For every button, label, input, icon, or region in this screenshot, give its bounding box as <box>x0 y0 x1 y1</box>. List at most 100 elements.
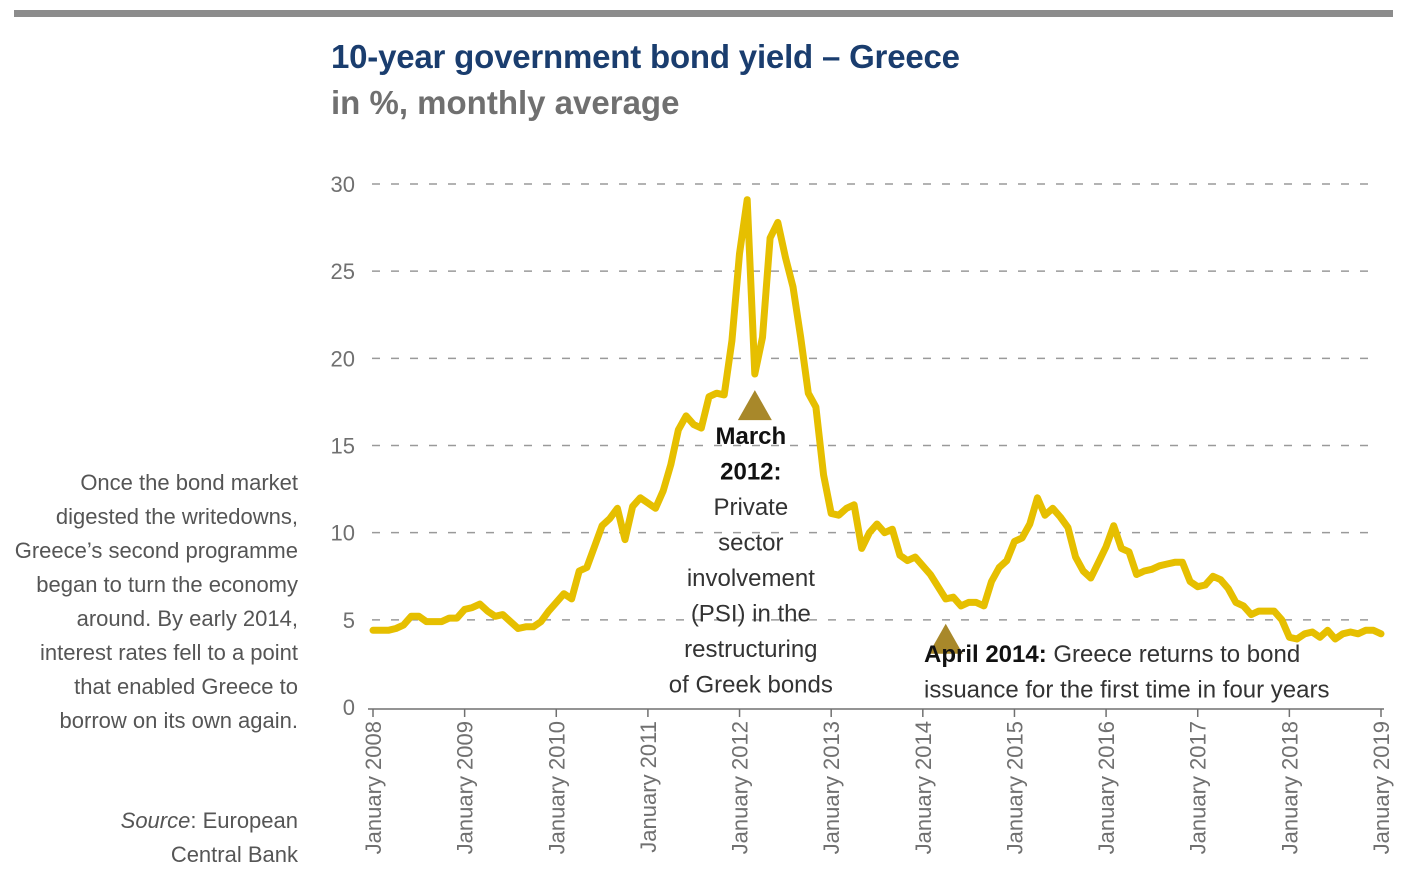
data-point <box>828 511 834 516</box>
data-point <box>1202 582 1208 588</box>
data-point <box>1157 563 1162 569</box>
y-tick-label-10: 10 <box>331 521 355 546</box>
data-point <box>1057 514 1063 520</box>
data-point <box>836 512 842 518</box>
data-point <box>821 472 827 478</box>
data-point <box>1042 512 1048 518</box>
data-point <box>614 505 620 511</box>
data-point <box>874 521 880 527</box>
data-point <box>813 404 819 410</box>
y-gridlines <box>372 183 1372 621</box>
source-note: Source: European Central Bank <box>60 804 298 872</box>
data-point <box>989 579 994 584</box>
annotations: March 2012: Private sector involvement (PSI) … <box>669 390 1330 704</box>
data-point <box>775 219 781 225</box>
data-point <box>393 626 399 631</box>
data-point <box>553 599 559 605</box>
data-point <box>523 624 529 630</box>
data-point <box>1340 631 1346 637</box>
data-point <box>1027 521 1033 527</box>
data-point <box>943 596 949 602</box>
data-point <box>675 427 681 433</box>
data-point <box>416 613 422 619</box>
data-point <box>607 516 613 522</box>
data-point <box>576 568 582 574</box>
annotation-march2012-line-6: restructuring <box>684 636 817 663</box>
x-tick-label-2016: January 2016 <box>1094 721 1119 854</box>
y-axis-tick-labels: 0 5 10 15 20 25 30 <box>331 172 355 720</box>
data-point <box>882 530 888 536</box>
data-point <box>1256 608 1262 614</box>
x-tick-label-2019: January 2019 <box>1369 721 1394 854</box>
data-point <box>1378 631 1384 637</box>
data-point <box>1126 549 1132 555</box>
data-point <box>927 572 933 577</box>
chart-title: 10-year government bond yield – Greece <box>331 38 960 75</box>
data-point <box>1019 535 1025 541</box>
data-point <box>1172 559 1178 565</box>
data-point <box>569 596 575 602</box>
source-label: Source <box>120 808 191 833</box>
data-point <box>538 619 544 625</box>
data-point <box>973 599 979 605</box>
data-point <box>1309 629 1315 635</box>
data-point <box>1111 523 1117 529</box>
data-point <box>508 619 513 625</box>
x-tick-label-2014: January 2014 <box>911 721 936 854</box>
data-point <box>462 606 468 612</box>
data-point <box>485 608 490 614</box>
annotation-april2014-bold: April 2014: <box>924 641 1047 668</box>
data-point <box>645 500 651 506</box>
data-point <box>1233 599 1239 605</box>
data-point <box>1103 544 1109 550</box>
data-point <box>477 601 483 607</box>
y-tick-label-30: 30 <box>331 172 355 197</box>
data-point <box>1218 577 1224 583</box>
data-point <box>660 488 666 494</box>
data-point <box>1286 634 1292 640</box>
x-axis <box>368 708 1384 717</box>
data-point <box>500 612 506 618</box>
data-point <box>1050 505 1056 511</box>
y-tick-label-5: 5 <box>343 608 355 633</box>
data-point <box>561 591 567 597</box>
data-point <box>401 622 406 628</box>
data-point <box>1348 629 1353 635</box>
data-point <box>1271 608 1277 614</box>
x-tick-label-2015: January 2015 <box>1002 721 1027 854</box>
data-point <box>1225 586 1231 591</box>
x-tick-label-2008: January 2008 <box>361 721 386 854</box>
data-point <box>996 565 1002 570</box>
y-tick-label-20: 20 <box>331 346 355 371</box>
x-axis-tick-labels: January 2008 January 2009 January 2010 Janu… <box>361 721 1394 854</box>
x-tick-label-2018: January 2018 <box>1277 721 1302 854</box>
data-point <box>1164 561 1170 567</box>
data-point <box>1118 545 1124 551</box>
data-point <box>767 235 773 241</box>
series-line-0 <box>369 196 1385 643</box>
data-point <box>446 615 452 621</box>
data-point <box>1325 627 1331 633</box>
y-tick-label-0: 0 <box>343 695 355 720</box>
data-point <box>1241 603 1246 609</box>
data-point <box>622 537 628 543</box>
data-point <box>546 608 552 614</box>
x-tick-label-2010: January 2010 <box>544 721 569 854</box>
x-tick-label-2017: January 2017 <box>1186 721 1211 854</box>
data-point <box>1141 568 1147 574</box>
data-point <box>408 613 414 619</box>
data-point <box>592 544 597 550</box>
data-point <box>637 495 643 501</box>
data-point <box>1248 612 1254 618</box>
top-rule <box>14 10 1393 17</box>
data-point <box>668 462 674 468</box>
data-point <box>1004 558 1010 564</box>
data-point <box>630 504 636 509</box>
data-point <box>431 619 437 625</box>
data-point <box>1096 559 1101 565</box>
data-point <box>866 530 872 536</box>
data-point <box>370 627 376 633</box>
data-point <box>798 334 804 340</box>
data-point <box>698 425 704 431</box>
annotation-april2014-line-1: issuance for the first time in four year… <box>924 677 1330 704</box>
